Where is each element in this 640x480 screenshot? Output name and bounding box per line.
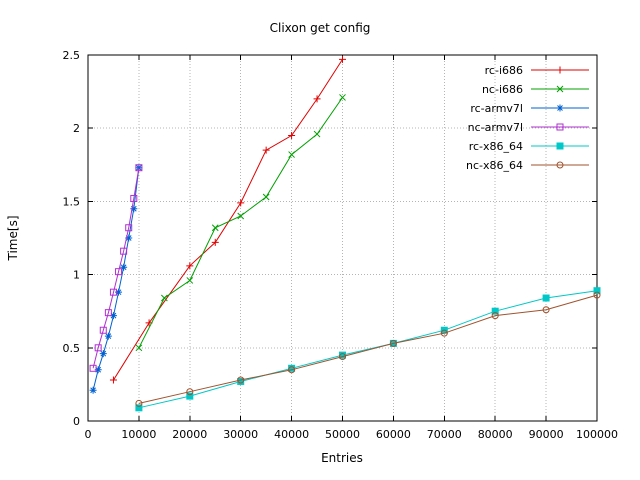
series-marker-nc-armv7l: [130, 194, 138, 202]
legend-label-nc-armv7l: nc-armv7l: [468, 121, 523, 134]
legend-label-rc-armv7l: rc-armv7l: [470, 102, 523, 115]
series-marker-rc-i686: [237, 199, 245, 207]
y-tick-label: 1.5: [63, 195, 81, 208]
series-marker-rc-x86_64: [593, 287, 601, 295]
series-marker-nc-x86_64: [339, 353, 346, 361]
y-tick-label: 1: [73, 269, 80, 282]
series-marker-nc-x86_64: [440, 329, 448, 337]
series-marker-nc-i686: [211, 224, 219, 232]
x-tick-label: 80000: [478, 428, 513, 441]
legend-label-rc-i686: rc-i686: [485, 64, 523, 77]
legend-marker-rc-i686: [556, 66, 564, 74]
series-marker-nc-armv7l: [104, 309, 112, 317]
series-marker-nc-i686: [339, 94, 346, 101]
series-marker-rc-armv7l: [94, 366, 102, 374]
x-tick-label: 10000: [121, 428, 156, 441]
series-marker-nc-i686: [313, 130, 321, 138]
series-marker-rc-armv7l: [120, 263, 128, 271]
series-marker-rc-i686: [313, 95, 321, 103]
x-tick-label: 20000: [172, 428, 207, 441]
y-tick-label: 2: [73, 122, 80, 135]
legend-marker-nc-armv7l: [556, 123, 564, 131]
series-marker-nc-armv7l: [115, 268, 123, 276]
series-marker-nc-armv7l: [99, 326, 107, 334]
series-marker-rc-armv7l: [115, 288, 123, 296]
series-marker-nc-x86_64: [491, 312, 499, 320]
x-tick-label: 70000: [427, 428, 462, 441]
series-marker-nc-armv7l: [89, 364, 97, 372]
x-tick-label: 90000: [529, 428, 564, 441]
legend: rc-i686 nc-i686 rc-armv7l nc-armv7l rc-x86_6…: [466, 64, 589, 172]
y-tick-label: 2.5: [63, 49, 81, 62]
series-marker-rc-i686: [288, 132, 296, 140]
series-marker-nc-armv7l: [135, 164, 143, 172]
series-marker-rc-armv7l: [99, 350, 107, 358]
series-marker-rc-x86_64: [491, 307, 499, 315]
x-tick-label: 60000: [376, 428, 411, 441]
series-marker-nc-armv7l: [109, 288, 117, 296]
series-marker-nc-i686: [237, 212, 245, 220]
series-line-rc-x86_64: [138, 290, 598, 409]
series-marker-nc-i686: [288, 151, 295, 158]
series-marker-nc-i686: [135, 344, 143, 352]
series-marker-nc-armv7l: [120, 247, 128, 255]
series-marker-nc-x86_64: [593, 291, 601, 299]
series-marker-nc-x86_64: [288, 366, 296, 374]
legend-label-nc-x86_64: nc-x86_64: [466, 159, 523, 172]
series-marker-rc-x86_64: [186, 392, 194, 400]
series-marker-rc-i686: [109, 376, 117, 384]
series-line-rc-armv7l: [92, 167, 140, 391]
series-marker-nc-x86_64: [542, 306, 550, 314]
chart-title: Clixon get config: [270, 21, 371, 35]
series-marker-rc-x86_64: [135, 404, 143, 412]
series-marker-rc-i686: [186, 262, 194, 270]
series-marker-nc-i686: [186, 277, 194, 284]
legend-marker-rc-armv7l: [556, 104, 564, 112]
x-tick-label: 30000: [223, 428, 258, 441]
series-marker-rc-armv7l: [130, 205, 138, 213]
series-marker-rc-x86_64: [542, 294, 550, 302]
axis-ticks: [87, 54, 598, 422]
legend-marker-nc-x86_64: [556, 161, 564, 169]
series-line-nc-x86_64: [138, 294, 598, 404]
legend-label-nc-i686: nc-i686: [482, 83, 523, 96]
series-marker-nc-x86_64: [135, 399, 143, 407]
series-line-nc-armv7l: [92, 167, 140, 369]
tick-labels: 0 10000 20000 30000 40000 50000 60000 70000 8000…: [63, 49, 619, 441]
x-tick-label: 40000: [274, 428, 309, 441]
x-tick-label: 100000: [576, 428, 618, 441]
series-marker-nc-x86_64: [186, 388, 194, 396]
series-marker-nc-armv7l: [125, 224, 133, 232]
y-axis-label: Time[s]: [6, 216, 20, 262]
series-marker-rc-armv7l: [125, 234, 133, 242]
y-tick-label: 0.5: [63, 342, 81, 355]
series-marker-nc-armv7l: [94, 344, 102, 352]
series-line-rc-i686: [113, 59, 343, 381]
series-marker-nc-i686: [160, 294, 168, 302]
series-group: [89, 55, 601, 412]
series-marker-nc-x86_64: [237, 376, 245, 384]
series-marker-rc-i686: [262, 146, 270, 154]
series-marker-rc-i686: [339, 55, 346, 63]
legend-marker-nc-i686: [556, 85, 564, 93]
x-tick-label: 0: [85, 428, 92, 441]
series-marker-rc-i686: [211, 238, 219, 246]
series-marker-rc-armv7l: [104, 332, 112, 340]
series-marker-rc-armv7l: [89, 386, 97, 394]
legend-marker-rc-x86_64: [556, 142, 564, 150]
x-axis-label: Entries: [321, 451, 363, 465]
x-tick-label: 50000: [325, 428, 360, 441]
y-tick-label: 0: [73, 415, 80, 428]
legend-label-rc-x86_64: rc-x86_64: [469, 140, 523, 153]
series-marker-nc-x86_64: [389, 339, 397, 347]
series-marker-nc-i686: [262, 193, 270, 201]
series-marker-rc-armv7l: [109, 312, 117, 320]
